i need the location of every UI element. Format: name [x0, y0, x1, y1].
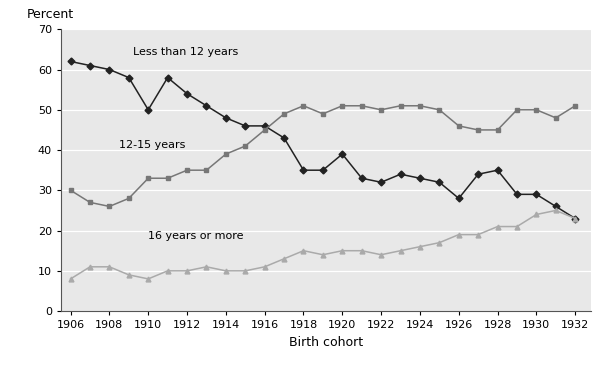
X-axis label: Birth cohort: Birth cohort — [289, 336, 363, 349]
Text: 16 years or more: 16 years or more — [148, 231, 244, 241]
Text: 12-15 years: 12-15 years — [119, 140, 186, 150]
Text: Less than 12 years: Less than 12 years — [133, 48, 238, 57]
Text: Percent: Percent — [26, 8, 74, 21]
